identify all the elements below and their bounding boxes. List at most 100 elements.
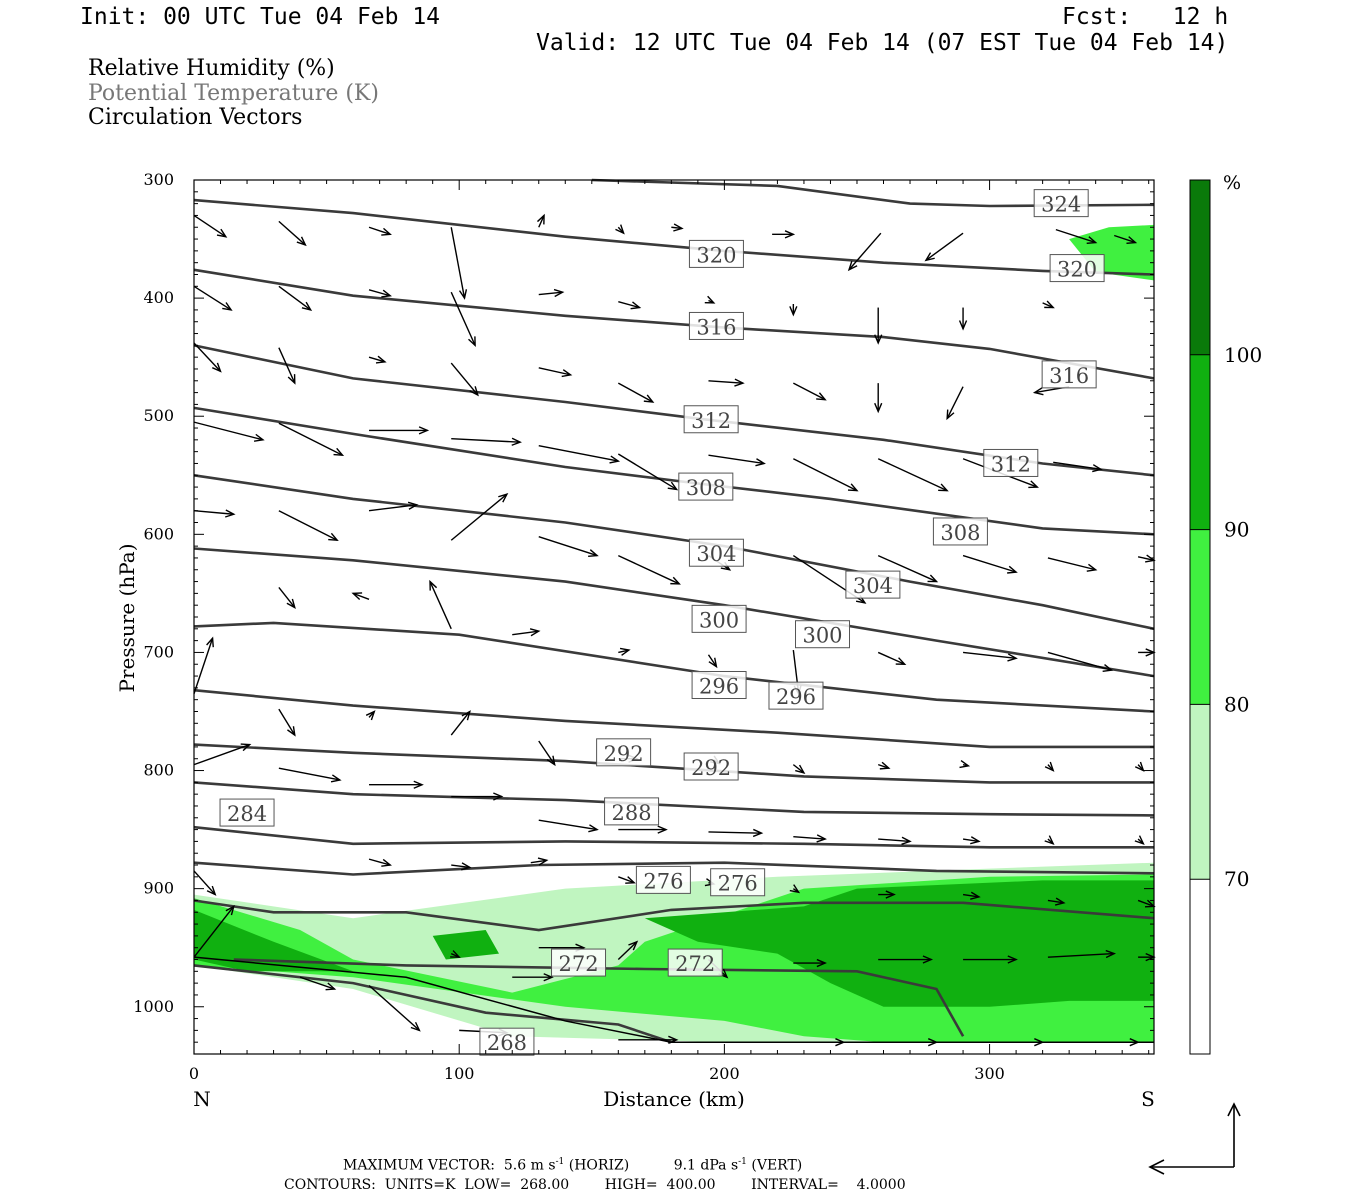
theta-contour-284	[193, 781, 1155, 817]
vector-shaft	[1047, 899, 1064, 904]
theta-contour-320	[193, 198, 1155, 276]
theta-label: 292	[596, 738, 652, 767]
vector-shaft	[530, 859, 547, 864]
vector-head	[970, 836, 981, 845]
vector-head	[1028, 480, 1039, 489]
vector-head	[847, 260, 858, 272]
y-tick-label: 1000	[133, 997, 174, 1016]
circulation-vector	[1047, 557, 1098, 572]
vector-head	[1044, 761, 1055, 772]
circulation-vector	[708, 828, 764, 838]
vector-head	[225, 904, 235, 916]
footer-max-vector: MAXIMUM VECTOR: 5.6 m s-1 (HORIZ) 9.1 dP…	[343, 1157, 802, 1174]
theta-label: 308	[678, 472, 734, 501]
vector-head	[536, 213, 545, 225]
circulation-vector	[368, 289, 392, 298]
vector-shaft	[278, 767, 340, 781]
vector-head	[970, 891, 981, 900]
theta-label-text: 268	[487, 1031, 527, 1055]
circulation-vector	[877, 458, 949, 492]
circulation-vector	[299, 976, 337, 991]
colorbar-segment	[1190, 529, 1210, 705]
circulation-vector	[878, 890, 896, 899]
vector-shaft	[617, 941, 638, 961]
vector-shaft	[429, 581, 452, 630]
circulation-vector	[789, 884, 801, 894]
circulation-vector	[365, 710, 376, 721]
circulation-vector	[708, 378, 745, 387]
vector-head	[381, 289, 392, 298]
vector-shaft	[278, 285, 312, 311]
circulation-vector	[351, 592, 370, 601]
theta-label-box	[710, 868, 766, 897]
vector-shaft	[1047, 557, 1096, 571]
circulation-vector	[536, 213, 545, 228]
circulation-vector	[450, 950, 461, 958]
vector-head	[287, 726, 296, 737]
vector-head	[755, 458, 766, 467]
theta-label-text: 292	[691, 756, 731, 780]
vector-shaft	[793, 458, 858, 492]
circulation-vector	[538, 367, 573, 378]
max-vert-value: 9.1 dPa s	[673, 1157, 739, 1174]
max-vector-label: MAXIMUM VECTOR:	[343, 1157, 495, 1174]
circulation-vector	[450, 227, 468, 300]
vector-shaft	[1137, 556, 1155, 561]
vector-head	[734, 378, 745, 387]
circulation-vector	[538, 445, 621, 464]
circulation-vector	[1044, 835, 1055, 845]
vector-shaft	[1042, 302, 1054, 309]
theta-label-box	[678, 472, 734, 501]
circulation-vector	[793, 958, 827, 968]
vector-head	[922, 955, 934, 964]
vector-shaft	[538, 215, 545, 228]
vector-shaft	[618, 554, 680, 585]
vector-head	[1086, 563, 1098, 572]
circulation-vector	[793, 458, 859, 492]
vector-shaft	[618, 876, 635, 884]
vector-shaft	[299, 976, 335, 990]
circulation-vector	[1134, 761, 1145, 772]
vector-shaft	[538, 291, 563, 296]
y-tick-label: 500	[143, 406, 174, 425]
circulation-vector	[450, 291, 476, 347]
max-horiz-value: 5.6 m s	[503, 1157, 556, 1174]
theta-contour-316	[193, 268, 1155, 380]
circulation-vector	[278, 285, 313, 311]
vector-head	[816, 392, 827, 401]
colorbar-segment	[1190, 879, 1210, 1054]
vector-shaft	[618, 649, 630, 654]
circulation-vector	[278, 510, 339, 542]
vector-shaft	[878, 838, 911, 843]
vector-head	[670, 576, 681, 585]
vector-shaft	[792, 764, 805, 774]
vector-head	[1054, 897, 1066, 906]
vector-head	[328, 532, 339, 542]
vector-shaft	[278, 220, 306, 246]
vector-head	[609, 455, 621, 464]
vector-shaft	[450, 227, 466, 299]
theta-label-text: 296	[776, 685, 816, 709]
vector-shaft	[193, 285, 232, 311]
circulation-vector	[278, 708, 296, 737]
x-right-end-label: S	[1141, 1087, 1155, 1111]
theta-label-text: 292	[604, 742, 644, 766]
theta-label-box	[691, 604, 747, 633]
vector-head	[927, 574, 939, 583]
theta-label-box	[983, 448, 1039, 477]
max-vert-exp: -1	[738, 1157, 747, 1167]
theta-label: 276	[710, 868, 766, 897]
vector-shaft	[368, 984, 420, 1031]
theta-label-box	[1049, 254, 1105, 283]
valid-time: Valid: 12 UTC Tue 04 Feb 14 (07 EST Tue …	[536, 30, 1229, 56]
vector-head	[286, 598, 296, 609]
y-tick-label: 300	[143, 170, 174, 189]
vector-head	[410, 1021, 421, 1032]
circulation-vector	[1047, 949, 1117, 959]
axes-layer: 300 400 500 600 700 800 900 1000 0 100 200 300	[133, 170, 1155, 1083]
circulation-vector	[1047, 651, 1114, 672]
max-horiz-exp: -1	[555, 1157, 565, 1167]
circulation-vector	[278, 347, 296, 385]
theta-label-box	[683, 752, 739, 781]
vector-head	[835, 1038, 846, 1047]
